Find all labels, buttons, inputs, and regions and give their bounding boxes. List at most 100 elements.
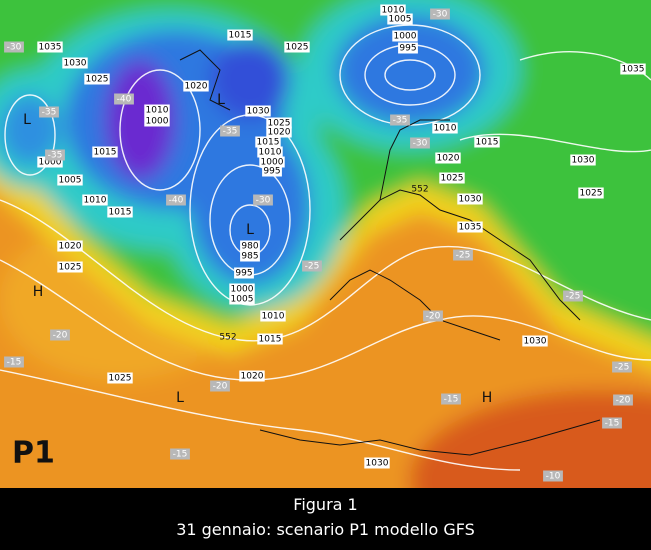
temperature-label-box	[612, 361, 632, 373]
isobar-label-box	[82, 194, 108, 206]
temperature-label: -25	[615, 363, 630, 373]
temperature-label-box	[602, 417, 622, 429]
isobar-label-box	[364, 457, 390, 469]
isobar-label-box	[266, 117, 292, 129]
isobar-label: 1030	[524, 337, 547, 347]
isobar-label-box	[239, 370, 265, 382]
isobar-label-box	[57, 240, 83, 252]
temperature-label: -35	[223, 127, 238, 137]
temperature-label: -15	[173, 450, 188, 460]
thickness-label: 552	[411, 185, 428, 195]
isobar-label: 1020	[59, 242, 82, 252]
temperature-label-box	[114, 93, 134, 105]
isobar-label: 1000	[39, 158, 62, 168]
temperature-label-box	[170, 448, 190, 460]
temperature-label: -10	[546, 472, 561, 482]
isobar-label-box	[227, 29, 253, 41]
isobar-label: 1035	[459, 223, 482, 233]
isobar-label: 1000	[261, 158, 284, 168]
temperature-label: -20	[53, 331, 68, 341]
isobar-label: 1005	[231, 295, 254, 305]
isobar-label: 1020	[268, 128, 291, 138]
isobar-label: 1030	[366, 459, 389, 469]
temperature-label-box	[453, 249, 473, 261]
temperature-label: -30	[413, 139, 428, 149]
isobar-label: 1035	[622, 65, 645, 75]
high-pressure-marker: H	[33, 284, 44, 300]
isobar-label: 1000	[394, 32, 417, 42]
isobar-label-box	[57, 174, 83, 186]
isobar-label-box	[432, 122, 458, 134]
temperature-label-box	[410, 137, 430, 149]
weather-map: 1035103010251015102510201010100010301025…	[0, 0, 651, 488]
isobar-label: 1015	[259, 335, 282, 345]
isobar-label-box	[257, 146, 283, 158]
isobar-label-box	[474, 136, 500, 148]
isobar-label: 1005	[59, 176, 82, 186]
isobar-label-box	[284, 41, 310, 53]
isobar-label-box	[570, 154, 596, 166]
temperature-label: -25	[305, 262, 320, 272]
temperature-label: -35	[393, 116, 408, 126]
temperature-label: -35	[42, 108, 57, 118]
temperature-label-box	[220, 125, 240, 137]
temperature-label-box	[613, 394, 633, 406]
temperature-label-box	[302, 260, 322, 272]
isobar-label: 980	[241, 242, 258, 252]
isobar-label-box	[144, 115, 170, 127]
isobar-label: 1025	[86, 75, 109, 85]
temperature-label-box	[563, 290, 583, 302]
isobar-label-box	[84, 73, 110, 85]
temperature-label-box	[543, 470, 563, 482]
isobar-label-box	[392, 30, 418, 42]
isobar-label: 1015	[229, 31, 252, 41]
isobar-label-box	[262, 165, 282, 177]
isobar-label: 1030	[247, 107, 270, 117]
isobar-label: 1030	[572, 156, 595, 166]
isobar-label-box	[107, 372, 133, 384]
low-pressure-marker: L	[176, 390, 184, 406]
temperature-label: -20	[616, 396, 631, 406]
isobar-label-box	[62, 57, 88, 69]
isobar-label-box	[255, 136, 281, 148]
temperature-label: -25	[456, 251, 471, 261]
isobar-label-box	[229, 293, 255, 305]
isobar-label: 1035	[39, 43, 62, 53]
isobar-label-box	[259, 156, 285, 168]
isobar-label: 1025	[268, 119, 291, 129]
temperature-label-box	[441, 393, 461, 405]
isobar-label-box	[578, 187, 604, 199]
temperature-label-box	[210, 380, 230, 392]
temperature-label-box	[253, 194, 273, 206]
isobar-label-box	[439, 172, 465, 184]
isobar-label: 1010	[84, 196, 107, 206]
temperature-label: -15	[7, 358, 22, 368]
isobar-label: 985	[241, 252, 258, 262]
high-pressure-marker: H	[482, 390, 493, 406]
isobar-label: 1030	[64, 59, 87, 69]
low-pressure-marker: L	[23, 112, 31, 128]
temperature-label: -30	[7, 43, 22, 53]
coastlines	[179, 49, 601, 456]
isobar-label-box	[37, 156, 63, 168]
isobar-label: 1000	[231, 285, 254, 295]
temperature-label-box	[45, 149, 65, 161]
temperature-label-box	[390, 114, 410, 126]
temperature-label: -15	[444, 395, 459, 405]
isobar-label: 1015	[476, 138, 499, 148]
scenario-badge: P1	[12, 436, 55, 471]
isobar-label-box	[240, 240, 260, 252]
isobar-label-box	[234, 267, 254, 279]
thickness-label: 552	[219, 333, 236, 343]
temperature-label-box	[39, 106, 59, 118]
isobar-label: 1015	[94, 148, 117, 158]
isobar-label: 1025	[441, 174, 464, 184]
isobar-label-box	[522, 335, 548, 347]
temperature-label: -15	[605, 419, 620, 429]
isobar-label: 1015	[109, 208, 132, 218]
temperature-label: -35	[48, 151, 63, 161]
isobar-label: 1015	[257, 138, 280, 148]
isobar-label: 1005	[389, 15, 412, 25]
caption-line-2: 31 gennaio: scenario P1 modello GFS	[176, 520, 475, 539]
